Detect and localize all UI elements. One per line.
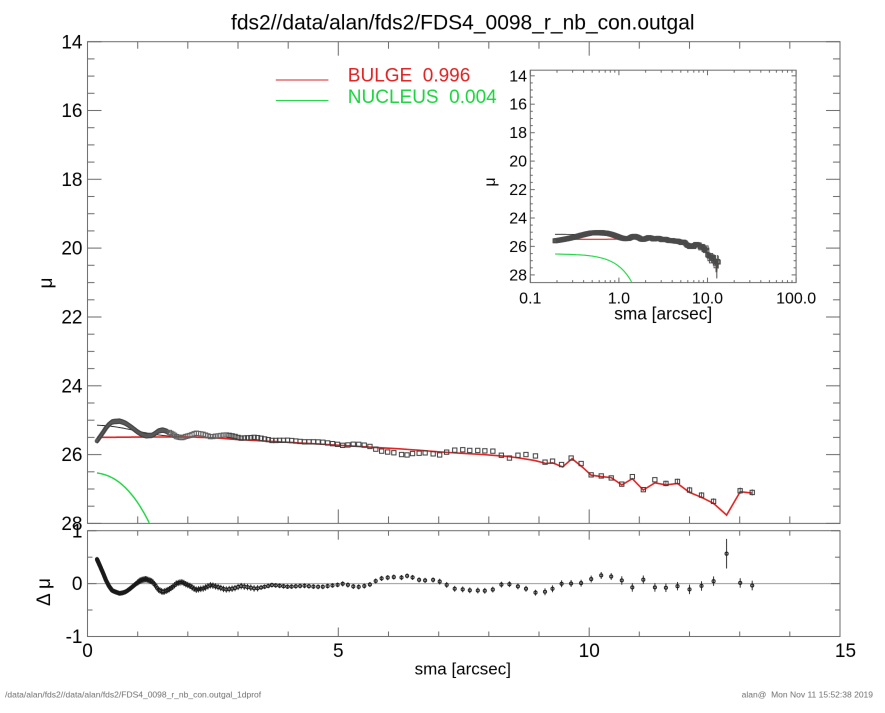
svg-text:20: 20 <box>509 154 527 171</box>
svg-text:15: 15 <box>835 641 856 662</box>
svg-text:1.0: 1.0 <box>608 291 630 308</box>
svg-text:NUCLEUS 0.004: NUCLEUS 0.004 <box>348 87 497 108</box>
svg-text:18: 18 <box>61 170 82 191</box>
svg-text:24: 24 <box>509 211 527 228</box>
svg-text:fds2//data/alan/fds2/FDS4_0098: fds2//data/alan/fds2/FDS4_0098_r_nb_con.… <box>231 12 695 35</box>
svg-text:μ: μ <box>36 278 57 289</box>
svg-text:28: 28 <box>61 514 82 535</box>
svg-text:-1: -1 <box>66 627 83 648</box>
svg-text:28: 28 <box>509 267 527 284</box>
svg-text:/data/alan/fds2//data/alan/fds: /data/alan/fds2//data/alan/fds2/FDS4_009… <box>5 690 262 700</box>
svg-text:sma [arcsec]: sma [arcsec] <box>415 660 511 679</box>
svg-text:1: 1 <box>72 521 83 542</box>
svg-text:0: 0 <box>82 641 93 662</box>
svg-text:sma [arcsec]: sma [arcsec] <box>614 304 712 324</box>
svg-text:14: 14 <box>61 32 83 53</box>
svg-text:14: 14 <box>509 68 527 85</box>
svg-text:22: 22 <box>509 182 527 199</box>
svg-text:alan@ Mon Nov 11 15:52:38 201: alan@ Mon Nov 11 15:52:38 2019 <box>742 690 874 700</box>
svg-text:22: 22 <box>61 308 82 329</box>
svg-text:16: 16 <box>61 101 82 122</box>
svg-text:μ: μ <box>482 177 499 186</box>
svg-text:26: 26 <box>509 239 527 256</box>
svg-text:100.0: 100.0 <box>776 291 816 308</box>
svg-text:18: 18 <box>509 125 527 142</box>
svg-text:0.1: 0.1 <box>519 291 541 308</box>
svg-text:24: 24 <box>61 376 83 397</box>
svg-text:BULGE 0.996: BULGE 0.996 <box>348 66 471 87</box>
svg-text:26: 26 <box>61 445 82 466</box>
svg-text:20: 20 <box>61 239 82 260</box>
svg-text:0: 0 <box>72 574 83 595</box>
svg-text:10.0: 10.0 <box>692 291 723 308</box>
svg-text:16: 16 <box>509 97 527 114</box>
svg-text:Δ μ: Δ μ <box>34 578 55 606</box>
svg-text:5: 5 <box>333 641 344 662</box>
svg-text:10: 10 <box>579 641 600 662</box>
